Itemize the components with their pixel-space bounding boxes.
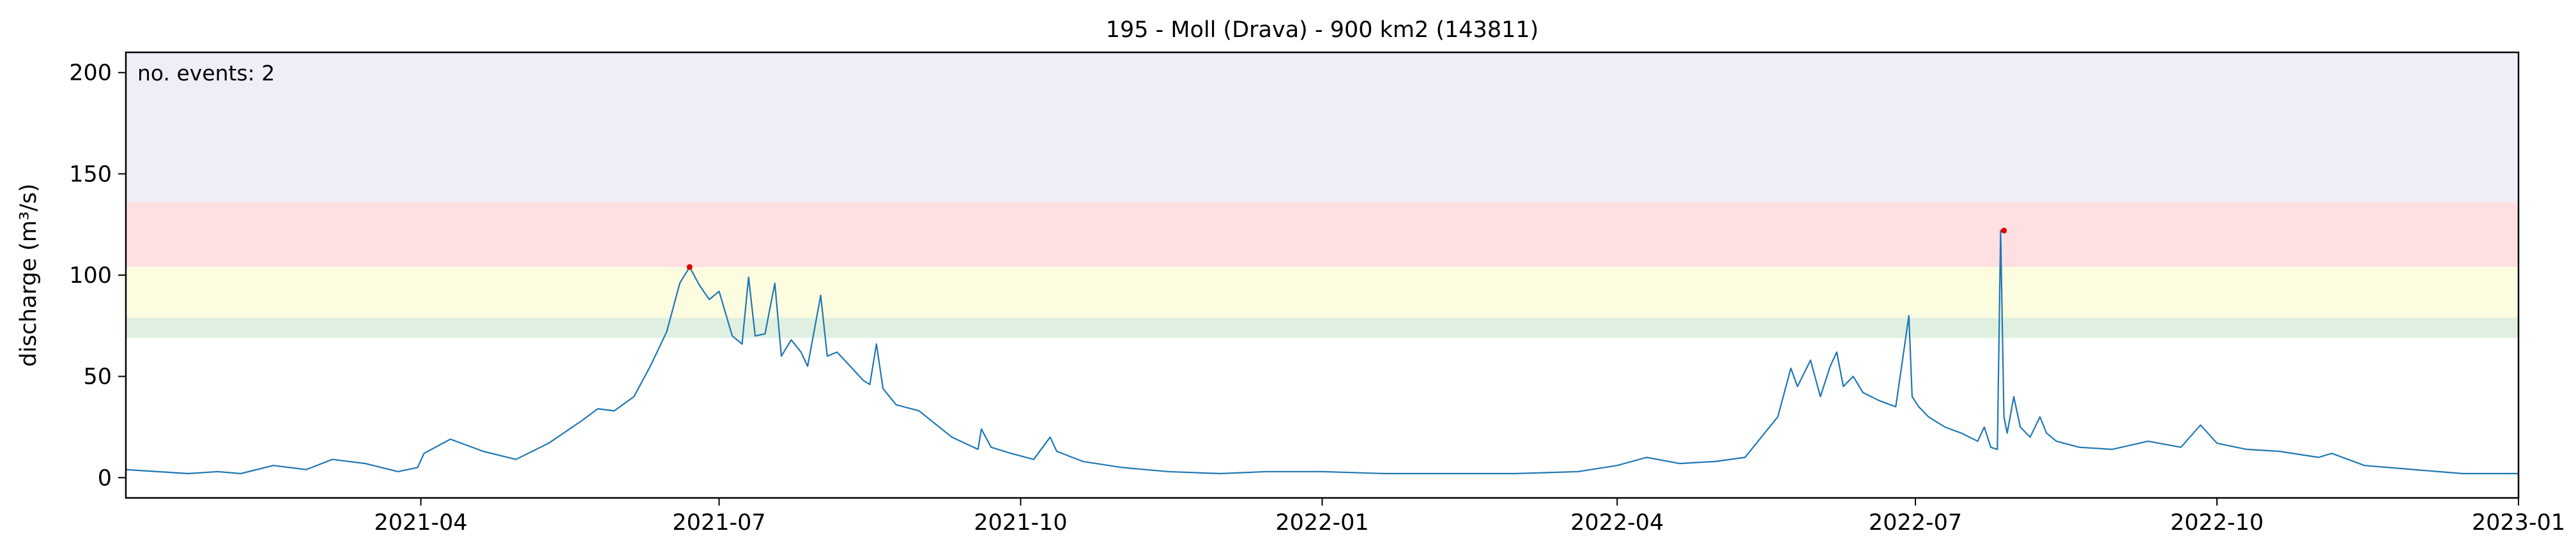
- threshold-band-3: [126, 202, 2518, 267]
- y-axis: 0 50 100 150 200: [69, 61, 126, 491]
- x-tick-label: 2022-10: [2170, 510, 2264, 536]
- event-markers: [686, 227, 2007, 270]
- x-tick-label: 2021-07: [672, 510, 765, 536]
- y-tick-label: 0: [98, 465, 112, 491]
- y-tick-label: 100: [69, 263, 112, 289]
- x-tick-label: 2021-04: [374, 510, 468, 536]
- threshold-band-1: [126, 317, 2518, 338]
- discharge-line: [125, 230, 2518, 475]
- x-tick-label: 2022-01: [1275, 510, 1368, 536]
- x-axis: 2021-04 2021-07 2021-10 2022-01 2022-04 2022-…: [374, 498, 2565, 536]
- event-marker-2: [2001, 227, 2007, 234]
- y-tick-label: 50: [83, 364, 112, 390]
- threshold-band-4: [126, 52, 2518, 202]
- event-count-annotation: no. events: 2: [137, 61, 275, 86]
- x-tick-label: 2023-01: [2472, 510, 2565, 536]
- y-axis-label: discharge (m³/s): [16, 183, 42, 366]
- x-tick-label: 2022-04: [1570, 510, 1664, 536]
- chart-title: 195 - Moll (Drava) - 900 km2 (143811): [1106, 17, 1539, 43]
- x-tick-label: 2021-10: [974, 510, 1067, 536]
- y-tick-label: 150: [69, 162, 112, 187]
- y-tick-label: 200: [69, 61, 112, 86]
- x-tick-label: 2022-07: [1869, 510, 1962, 536]
- event-marker-1: [686, 264, 693, 270]
- threshold-bands: [126, 52, 2518, 338]
- threshold-band-2: [126, 267, 2518, 318]
- discharge-series: [125, 230, 2518, 475]
